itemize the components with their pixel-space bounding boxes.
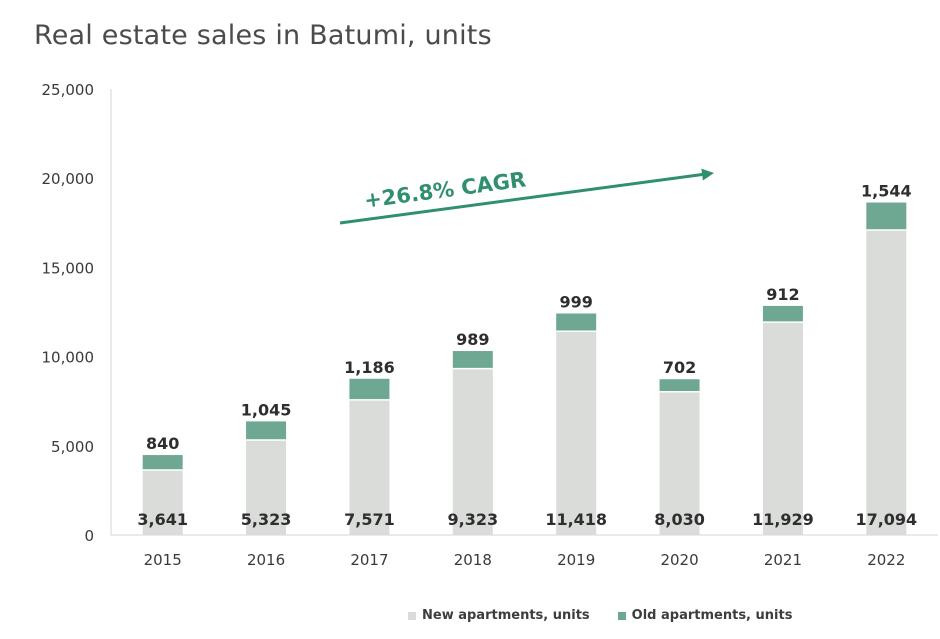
y-tick-label: 15,000 (42, 259, 95, 277)
cagr-annotation: +26.8% CAGR (363, 167, 528, 212)
y-tick-label: 20,000 (42, 170, 95, 188)
data-label-old: 1,186 (344, 358, 395, 377)
cagr-arrow-head (701, 168, 714, 181)
bar-old (349, 378, 390, 400)
data-label-old: 840 (146, 434, 179, 453)
legend-label-old: Old apartments, units (631, 608, 793, 623)
bar-old (556, 313, 597, 332)
legend-label-new: New apartments, units (422, 608, 590, 623)
bar-old (659, 379, 700, 392)
data-label-old: 1,045 (241, 400, 292, 419)
bar-new (556, 331, 597, 535)
bar-new (866, 230, 907, 536)
cagr-arrow-line (339, 172, 707, 225)
y-tick-label: 25,000 (42, 81, 95, 99)
bar-new (659, 391, 700, 535)
data-label-new: 5,323 (241, 510, 292, 529)
y-tick-label: 10,000 (42, 349, 95, 367)
x-tick-label: 2022 (867, 551, 905, 569)
bar-old (142, 455, 183, 471)
x-tick-label: 2018 (454, 551, 492, 569)
data-label-old: 989 (456, 330, 489, 349)
bar-old (762, 305, 803, 323)
data-label-new: 8,030 (654, 510, 705, 529)
legend: New apartments, units Old apartments, un… (408, 608, 792, 623)
x-tick-label: 2019 (557, 551, 595, 569)
data-label-new: 11,929 (752, 510, 814, 529)
bar-old (246, 421, 287, 441)
y-tick-label: 0 (84, 527, 94, 545)
data-label-new: 3,641 (137, 510, 188, 529)
bar-new (142, 470, 183, 535)
legend-swatch-new (408, 611, 416, 620)
data-label-old: 702 (663, 358, 696, 377)
y-tick-label: 5,000 (51, 438, 94, 456)
x-tick-label: 2015 (144, 551, 182, 569)
legend-item-old: Old apartments, units (617, 608, 793, 623)
x-tick-label: 2021 (764, 551, 802, 569)
data-label-new: 17,094 (855, 510, 917, 529)
bar-new (762, 322, 803, 535)
legend-item-new: New apartments, units (408, 608, 590, 623)
bar-new (452, 368, 493, 535)
data-label-old: 1,544 (861, 181, 912, 200)
data-label-new: 11,418 (545, 510, 607, 529)
data-label-old: 999 (559, 292, 592, 311)
bar-new (349, 399, 390, 535)
bar-old (452, 351, 493, 369)
bar-new (246, 440, 287, 535)
data-label-new: 7,571 (344, 510, 395, 529)
x-tick-label: 2020 (660, 551, 698, 569)
legend-swatch-old (617, 611, 626, 620)
chart-title: Real estate sales in Batumi, units (34, 20, 492, 51)
data-label-old: 912 (766, 285, 799, 304)
bar-old (866, 202, 907, 231)
x-tick-label: 2016 (247, 551, 285, 569)
data-label-new: 9,323 (448, 510, 499, 529)
x-tick-label: 2017 (350, 551, 388, 569)
